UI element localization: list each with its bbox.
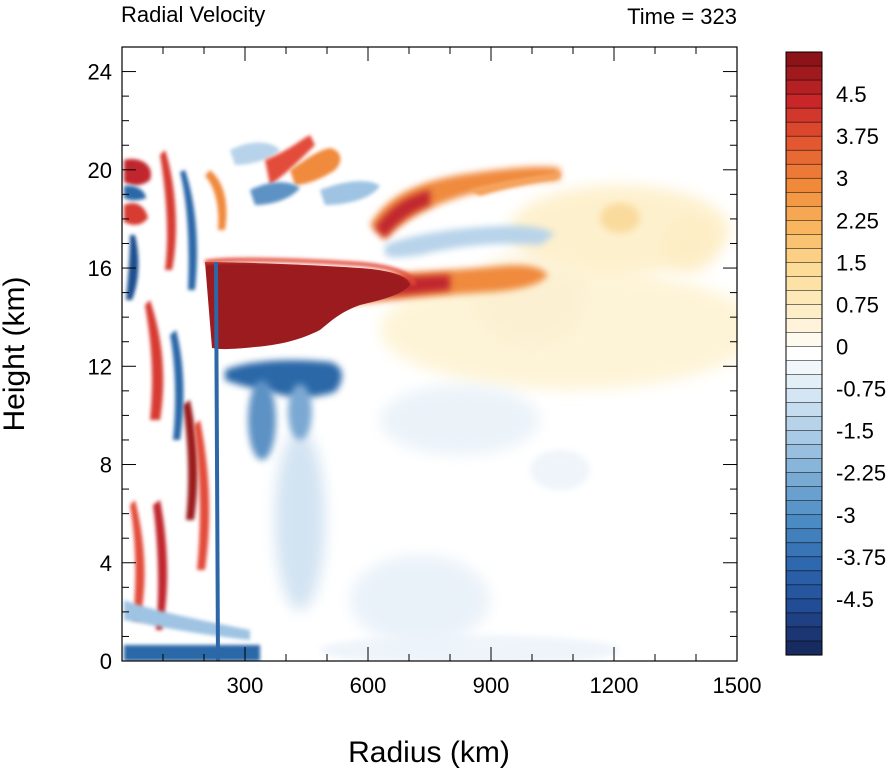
colorbar-tick-label: -3.75 [836,545,886,570]
colorbar-level [785,570,823,586]
colorbar-tick-label: -3 [836,503,856,528]
colorbar-level [785,402,823,418]
chart-title-left: Radial Velocity [121,2,265,27]
outflow-core [205,262,410,350]
colorbar-frame [785,51,823,656]
x-tick-label: 1200 [590,673,639,698]
colorbar-tick-label: 4.5 [836,82,867,107]
y-tick-label: 0 [100,649,112,674]
colorbar-level [785,93,823,109]
colorbar-level [785,290,823,305]
colorbar-level [785,65,823,81]
colorbar-level [785,121,823,137]
colorbar-level [785,542,823,558]
colorbar-level [785,374,823,390]
colorbar-level [785,163,823,179]
y-axis: 0 4 8 12 16 20 24 [88,60,737,674]
colorbar-tick-label: -2.25 [836,461,886,486]
colorbar-level [785,444,823,460]
colorbar-level [785,318,823,334]
colorbar-level [785,276,823,291]
colorbar-level [785,234,823,249]
colorbar-level [785,107,823,123]
x-tick-label: 300 [227,673,264,698]
colorbar-level [785,177,823,193]
colorbar-level [785,346,823,362]
colorbar-tick-label: 2.25 [836,208,879,233]
colorbar-level [785,556,823,572]
colorbar-tick-label: -4.5 [836,587,874,612]
colorbar-level [785,248,823,263]
colorbar-level [785,500,823,516]
colorbar-tick-label: 1.5 [836,250,867,275]
colorbar-tick-label: 0.75 [836,292,879,317]
colorbar-level [785,262,823,277]
y-tick-label: 4 [100,551,112,576]
x-tick-label: 900 [473,673,510,698]
colorbar-level [785,332,823,348]
chart-title-right: Time = 323 [627,4,737,29]
colorbar-level [785,304,823,319]
plot-area [121,46,738,662]
colorbar-level [785,472,823,488]
colorbar-level [785,598,823,614]
colorbar-tick-labels: 4.5 3.75 3 2.25 1.5 0.75 0 -0.75 -1.5 -2.25 -3 -3.7… [836,82,886,612]
x-tick-label: 1500 [713,673,762,698]
colorbar-tick-label: -1.5 [836,419,874,444]
y-tick-label: 24 [88,60,112,85]
colorbar-level [785,135,823,151]
y-axis-label: Height (km) [0,276,31,431]
colorbar-level [785,220,823,235]
colorbar-level [785,79,823,95]
colorbar-level [785,584,823,600]
colorbar-level [785,640,823,656]
x-axis-label: Radius (km) [348,736,510,769]
y-tick-label: 12 [88,354,112,379]
colorbar-level [785,206,823,221]
y-tick-label: 16 [88,256,112,281]
colorbar-level [785,486,823,502]
colorbar-level [785,149,823,165]
colorbar-level [785,360,823,376]
velocity-field [124,135,737,661]
colorbar-level [785,514,823,530]
y-tick-label: 20 [88,158,112,183]
colorbar-level [785,416,823,432]
colorbar [785,51,823,656]
colorbar-level [785,458,823,474]
colorbar-level [785,612,823,628]
colorbar-level [785,528,823,544]
x-axis: 300 600 900 1200 1500 [121,47,762,698]
colorbar-level [785,626,823,642]
x-tick-label: 600 [350,673,387,698]
y-tick-label: 8 [100,453,112,478]
plot-frame [121,46,738,662]
colorbar-tick-label: 0 [836,334,848,359]
colorbar-level [785,430,823,446]
colorbar-tick-label: 3 [836,166,848,191]
colorbar-level [785,191,823,207]
colorbar-tick-label: -0.75 [836,377,886,402]
colorbar-tick-label: 3.75 [836,124,879,149]
colorbar-level [785,51,823,67]
colorbar-level [785,388,823,404]
